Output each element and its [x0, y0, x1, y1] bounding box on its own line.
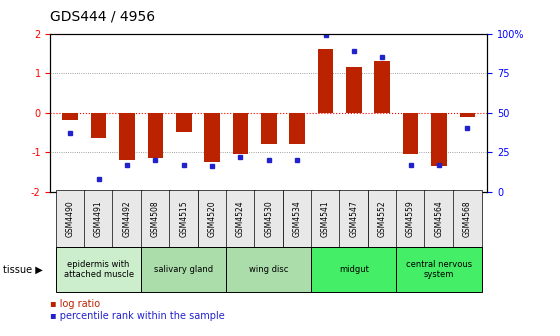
- Bar: [403, 113, 418, 154]
- Text: ▪ percentile rank within the sample: ▪ percentile rank within the sample: [50, 311, 225, 321]
- Text: wing disc: wing disc: [249, 265, 288, 274]
- Text: ▪ log ratio: ▪ log ratio: [50, 299, 101, 309]
- Text: GSM4520: GSM4520: [208, 200, 217, 237]
- Bar: [290, 113, 305, 144]
- Text: GSM4541: GSM4541: [321, 200, 330, 237]
- Text: central nervous
system: central nervous system: [406, 260, 472, 279]
- Bar: [63, 113, 78, 121]
- Text: GSM4490: GSM4490: [66, 200, 74, 237]
- Text: GDS444 / 4956: GDS444 / 4956: [50, 9, 156, 24]
- Text: midgut: midgut: [339, 265, 369, 274]
- Text: GSM4559: GSM4559: [406, 200, 415, 237]
- Text: GSM4552: GSM4552: [378, 200, 387, 237]
- Text: GSM4547: GSM4547: [349, 200, 358, 237]
- Bar: [204, 113, 220, 162]
- Bar: [261, 113, 277, 144]
- Text: GSM4492: GSM4492: [123, 200, 132, 237]
- Text: GSM4515: GSM4515: [179, 200, 188, 237]
- Bar: [119, 113, 135, 160]
- Text: GSM4564: GSM4564: [435, 200, 444, 237]
- Bar: [91, 113, 106, 138]
- Text: salivary gland: salivary gland: [154, 265, 213, 274]
- Bar: [176, 113, 192, 132]
- Text: GSM4530: GSM4530: [264, 200, 273, 237]
- Text: GSM4491: GSM4491: [94, 200, 103, 237]
- Bar: [147, 113, 163, 158]
- Text: GSM4568: GSM4568: [463, 200, 472, 237]
- Text: GSM4508: GSM4508: [151, 200, 160, 237]
- Text: tissue ▶: tissue ▶: [3, 265, 43, 275]
- Bar: [431, 113, 447, 166]
- Text: epidermis with
attached muscle: epidermis with attached muscle: [63, 260, 134, 279]
- Bar: [232, 113, 248, 154]
- Bar: [346, 67, 362, 113]
- Bar: [318, 49, 333, 113]
- Bar: [375, 61, 390, 113]
- Text: GSM4534: GSM4534: [293, 200, 302, 237]
- Text: GSM4524: GSM4524: [236, 200, 245, 237]
- Bar: [460, 113, 475, 117]
